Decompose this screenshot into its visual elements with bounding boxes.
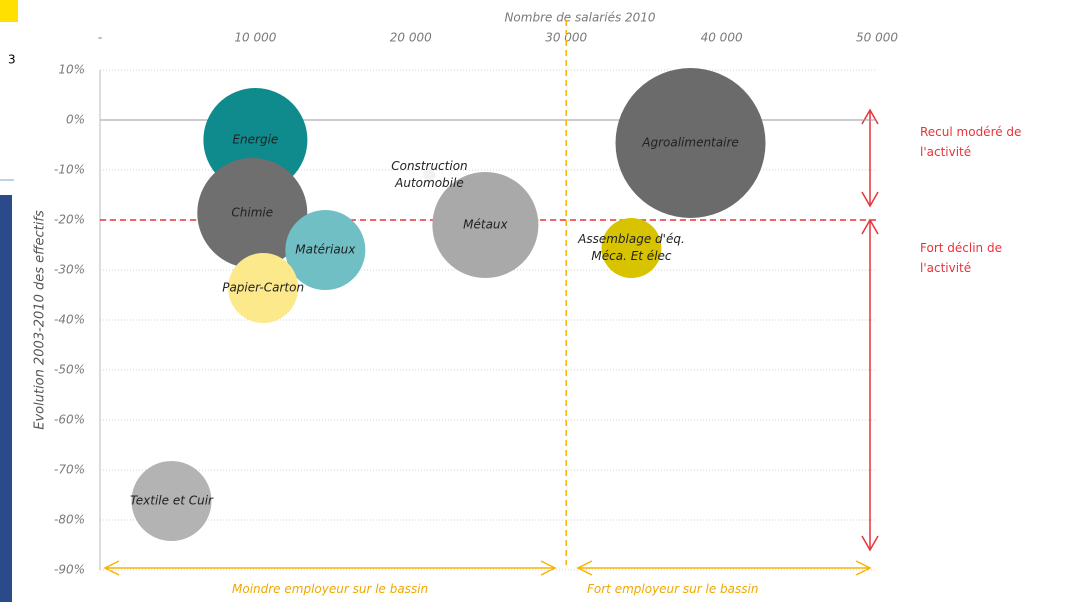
orange-arrows	[103, 560, 872, 576]
annotation: Recul modéré de l'activité	[920, 125, 1022, 159]
annotation: Fort déclin de l'activité	[920, 241, 1002, 275]
y-axis-title: Evolution 2003-2010 des effectifs	[33, 210, 48, 430]
bubble	[423, 169, 436, 181]
annotation: Fort employeur sur le bassin	[587, 582, 759, 596]
x-tick-label: 10 000	[234, 31, 276, 45]
y-tick-label: -60%	[54, 413, 85, 427]
x-tick-label: 40 000	[701, 31, 743, 45]
bubble-label: Energie	[232, 132, 279, 147]
x-tick-label: 50 000	[856, 31, 898, 45]
y-tick-label: -20%	[54, 213, 85, 227]
y-tick-label: 0%	[66, 113, 85, 127]
bubble	[228, 253, 299, 323]
annotation: Moindre employeur sur le bassin	[232, 582, 429, 596]
bubble-label: Construction Automobile	[391, 159, 468, 190]
red-arrows	[861, 108, 879, 552]
bubble-label: Agroalimentaire	[642, 135, 739, 150]
bubble-label: Papier-Carton	[222, 280, 305, 295]
bubble-label: Assemblage d'éq. Méca. Et élec	[578, 232, 685, 263]
y-tick-label: -30%	[54, 263, 85, 277]
bubble	[432, 172, 539, 278]
bubble	[615, 68, 766, 218]
bubble	[601, 218, 662, 278]
bubble	[197, 158, 308, 268]
fragment-text: 3	[8, 53, 16, 67]
y-tick-label: -70%	[54, 463, 85, 477]
y-tick-label: -80%	[54, 513, 85, 527]
x-axis-title: Nombre de salariés 2010	[504, 11, 655, 25]
y-tick-label: -10%	[54, 163, 85, 177]
bubble	[285, 210, 366, 290]
x-tick-label: 30 000	[545, 31, 587, 45]
y-tick-label: 10%	[58, 63, 85, 77]
x-tick-label: 20 000	[390, 31, 432, 45]
y-tick-label: -90%	[54, 563, 85, 577]
y-tick-label: -40%	[54, 313, 85, 327]
x-tick-label: -	[98, 31, 102, 45]
bubble-label: Textile et Cuir	[129, 493, 213, 508]
bubble-label: Métaux	[463, 217, 508, 232]
fragment-blue	[0, 195, 12, 602]
bubble-label: Matériaux	[295, 242, 356, 257]
y-tick-label: -50%	[54, 363, 85, 377]
fragment-yellow	[0, 0, 18, 22]
bubble-label: Chimie	[231, 205, 274, 220]
bubble	[131, 461, 212, 541]
